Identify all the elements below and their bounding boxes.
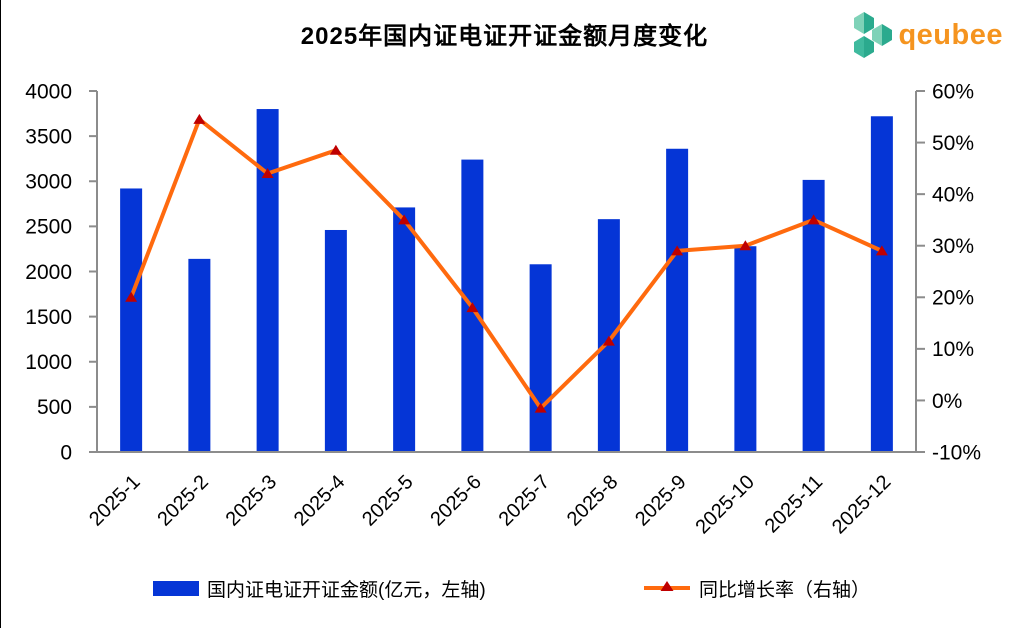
x-axis-tick-label: 2025-2 (153, 471, 213, 531)
x-axis-tick-label: 2025-11 (761, 471, 827, 537)
left-axis-tick-label: 1500 (25, 306, 72, 329)
line-marker-icon (466, 302, 479, 313)
bar (529, 264, 552, 452)
bar (120, 188, 143, 452)
line-marker-icon (193, 113, 206, 124)
bar (870, 116, 893, 453)
bar (666, 148, 689, 452)
legend-triangle-marker-icon (660, 581, 674, 591)
left-axis-tick-label: 3500 (25, 125, 72, 148)
line-marker-icon (125, 291, 138, 302)
line-marker-icon (602, 335, 615, 346)
left-edge-line (0, 0, 1, 628)
line-marker-icon (671, 245, 684, 256)
logo-cube-face (864, 36, 875, 58)
right-axis-tick-label: 20% (932, 287, 974, 310)
x-axis-tick-label: 2025-5 (358, 471, 418, 531)
x-axis-tick-label: 2025-4 (290, 471, 350, 531)
logo-cube-face (854, 12, 865, 34)
x-axis-tick-label: 2025-6 (426, 471, 486, 531)
left-axis-tick-label: 1000 (25, 351, 72, 374)
legend-line-label: 同比增长率（右轴） (699, 579, 871, 601)
legend-item-bar: 国内证电证开证金额(亿元，左轴) (153, 574, 486, 602)
line-marker-icon (875, 245, 888, 256)
logo-cube-face (864, 12, 875, 34)
right-axis-tick-label: 60% (932, 80, 974, 103)
left-axis-tick-label: 3000 (25, 171, 72, 194)
right-axis-tick-label: -10% (932, 441, 981, 464)
bar (393, 207, 416, 452)
line-marker-icon (739, 240, 752, 251)
qeubee-logo-text: qeubee (898, 18, 1003, 51)
left-axis-tick-label: 0 (60, 441, 72, 464)
bar (256, 109, 279, 453)
x-axis-tick-label: 2025-12 (828, 471, 895, 538)
bar (324, 229, 347, 452)
left-axis-tick-label: 2500 (25, 216, 72, 239)
legend-item-line: 同比增长率（右轴） (643, 574, 870, 602)
bar (802, 179, 825, 453)
line-marker-icon (398, 214, 411, 225)
line-marker-icon (534, 402, 547, 413)
left-axis-tick-label: 4000 (25, 80, 72, 103)
legend: 国内证电证开证金额(亿元，左轴) 同比增长率（右轴） (0, 574, 1009, 602)
x-axis-tick-label: 2025-7 (495, 471, 555, 531)
logo-cube-face (872, 24, 883, 46)
legend-bar-swatch (153, 580, 199, 596)
right-axis-tick-label: 10% (932, 338, 974, 361)
bar (188, 258, 211, 452)
right-axis-tick-label: 40% (932, 183, 974, 206)
left-axis-tick-label: 2000 (25, 261, 72, 284)
left-axis-tick-label: 500 (37, 396, 72, 419)
right-axis-tick-label: 50% (932, 132, 974, 155)
logo-cube-face (882, 24, 893, 46)
x-axis-tick-label: 2025-3 (222, 471, 282, 531)
x-axis-tick-label: 2025-9 (631, 471, 691, 531)
x-axis-tick-label: 2025-8 (563, 471, 623, 531)
line-marker-icon (329, 144, 342, 155)
legend-line-swatch (644, 581, 690, 591)
legend-bar-label: 国内证电证开证金额(亿元，左轴) (207, 579, 486, 601)
line-marker-icon (261, 168, 274, 179)
right-axis-tick-label: 0% (932, 390, 962, 413)
logo-cube-face (854, 36, 865, 58)
right-axis-tick-label: 30% (932, 235, 974, 258)
growth-line (129, 117, 883, 411)
qeubee-logo: qeubee (851, 10, 1003, 60)
x-axis-tick-label: 2025-1 (85, 471, 145, 531)
bar (734, 246, 757, 452)
x-axis-tick-label: 2025-10 (691, 471, 758, 538)
qeubee-logo-icon (854, 12, 893, 58)
line-marker-icon (807, 214, 820, 225)
bar (597, 219, 620, 452)
chart-title: 2025年国内证电证开证金额月度变化 (300, 23, 709, 50)
